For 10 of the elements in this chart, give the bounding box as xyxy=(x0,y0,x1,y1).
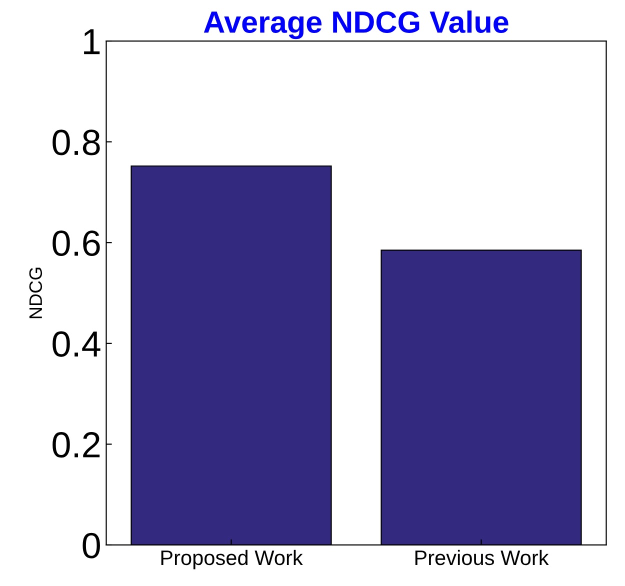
y-axis-title: NDCG xyxy=(29,268,42,318)
chart-title: Average NDCG Value xyxy=(204,10,508,40)
y-tick-label: 0.2 xyxy=(52,432,100,458)
x-tick-label: Proposed Work xyxy=(161,550,303,570)
y-tick-label: 0.4 xyxy=(52,331,100,357)
y-tick-label: 1 xyxy=(84,29,100,54)
y-tick-label: 0 xyxy=(82,532,100,558)
x-tick-label: Previous Work xyxy=(415,550,549,566)
y-tick-label: 0.8 xyxy=(52,130,100,156)
y-tick-label: 0.6 xyxy=(52,230,100,256)
